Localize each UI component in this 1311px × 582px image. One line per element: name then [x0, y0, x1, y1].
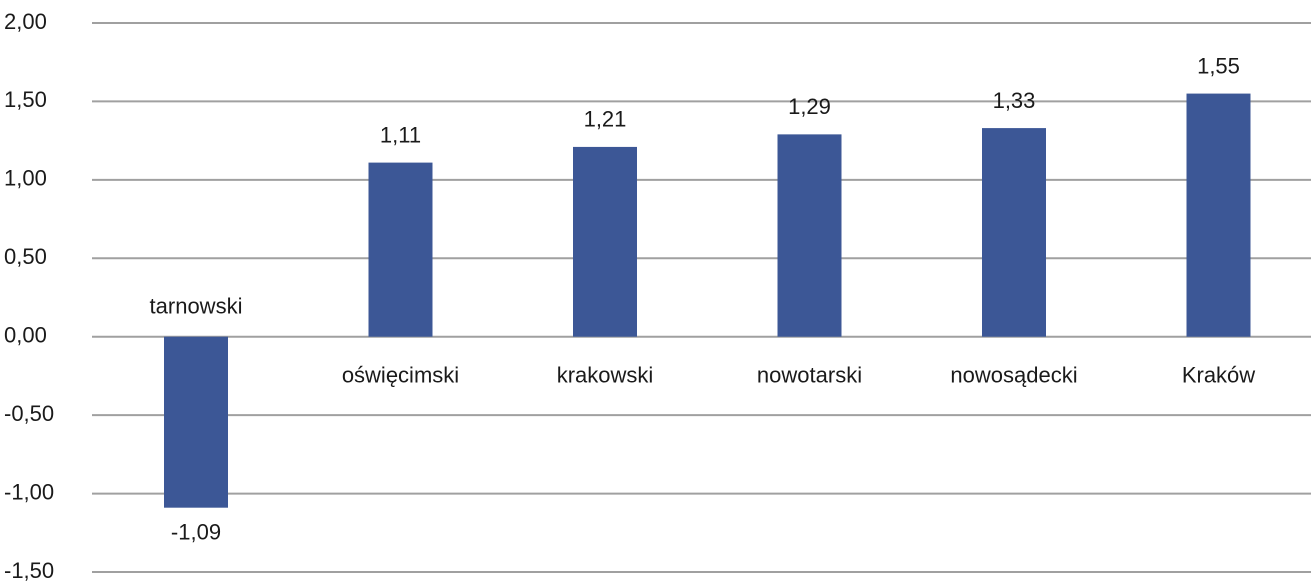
bar	[777, 134, 842, 337]
y-tick-label: 1,00	[4, 166, 47, 191]
category-label: nowotarski	[757, 363, 862, 388]
value-label: 1,11	[380, 122, 421, 147]
bar	[982, 128, 1046, 337]
y-tick-label: -1,00	[4, 479, 54, 504]
bar	[1186, 93, 1251, 337]
value-label: -1,09	[171, 520, 221, 545]
value-label: 1,55	[1197, 53, 1240, 78]
value-label: 1,21	[584, 107, 627, 132]
category-label: oświęcimski	[342, 363, 459, 388]
y-tick-label: 0,50	[4, 244, 47, 269]
y-tick-label: 0,00	[4, 323, 47, 348]
category-label: Kraków	[1182, 363, 1255, 388]
y-tick-label: 2,00	[4, 9, 47, 34]
y-tick-label: -1,50	[4, 558, 54, 582]
category-label: tarnowski	[150, 294, 243, 319]
bar	[164, 336, 228, 508]
y-tick-label: 1,50	[4, 87, 47, 112]
category-label: nowosądecki	[950, 363, 1077, 388]
category-label: krakowski	[557, 363, 654, 388]
bar	[573, 146, 637, 337]
y-tick-label: -0,50	[4, 401, 54, 426]
value-label: 1,29	[788, 94, 831, 119]
value-label: 1,33	[993, 88, 1036, 113]
bar	[368, 162, 433, 337]
